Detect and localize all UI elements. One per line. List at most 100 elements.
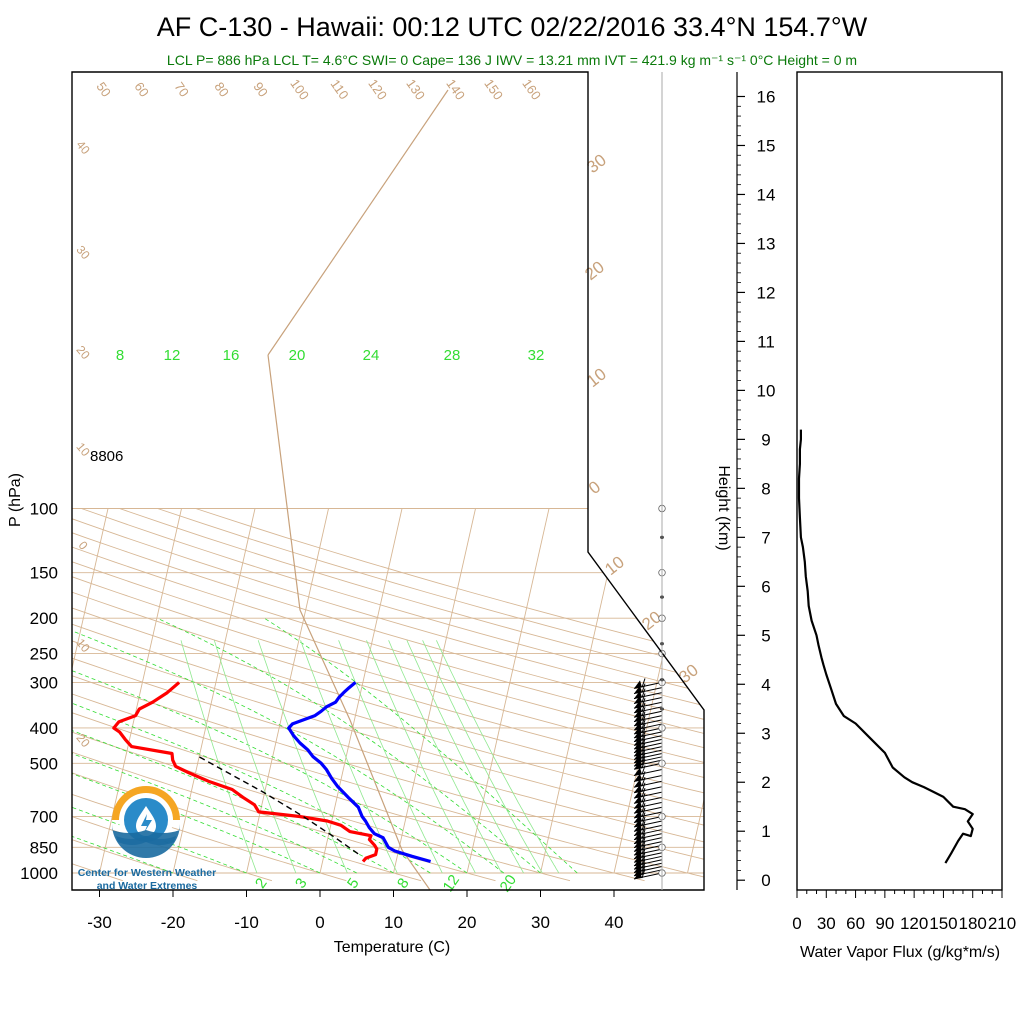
reference-adiabat-line [267, 89, 449, 356]
temperature-tick-label: 40 [605, 913, 624, 932]
wind-barb-flag [634, 871, 642, 879]
dry-adiabat-label: 110 [328, 77, 352, 103]
temperature-profile-line [287, 681, 432, 864]
height-tick-label: 11 [757, 332, 775, 351]
dry-adiabat-line [72, 508, 704, 882]
mixing-ratio-label: 20 [289, 347, 306, 364]
wind-barb-feather [641, 865, 646, 875]
dry-adiabat-line [81, 508, 704, 882]
wind-barb-feather [641, 719, 646, 730]
flux-tick-label: 0 [792, 914, 801, 933]
wind-barb-feather [641, 833, 646, 843]
height-tick-label: 7 [761, 528, 770, 547]
wind-barb-feather [641, 738, 646, 749]
wind-barb-feather [641, 735, 646, 745]
mixing-ratio-line [406, 640, 524, 874]
wind-barb-feather [641, 798, 646, 808]
wind-barb-feather [641, 793, 646, 803]
flux-tick-label: 210 [988, 914, 1016, 933]
temperature-tick-label: 10 [384, 913, 403, 932]
dry-adiabat-label: 90 [250, 79, 271, 99]
flux-tick-label: 120 [900, 914, 928, 933]
moist-adiabat-line [264, 617, 578, 874]
wind-barb-feather [641, 803, 646, 813]
flux-tick-label: 180 [959, 914, 987, 933]
height-tick-label: 1 [761, 822, 770, 841]
moist-adiabat-line [72, 617, 357, 874]
wind-barb-feather [641, 848, 646, 858]
isotherm-line [172, 508, 256, 874]
mixing-ratio-line [422, 640, 543, 874]
wind-barb-feather [641, 816, 646, 827]
pressure-tick-label: 250 [30, 645, 58, 664]
mixing-ratio-line [213, 640, 297, 874]
dry-adiabat-label: 130 [403, 76, 428, 102]
dry-adiabat-label: 50 [93, 79, 114, 99]
dry-adiabat-line [72, 508, 704, 882]
flux-profile [797, 429, 974, 864]
wind-barb-feather [641, 702, 646, 712]
flux-tick-label: 60 [846, 914, 865, 933]
dry-adiabat-label: 70 [171, 79, 192, 99]
height-axis-label: Height (Km) [715, 465, 732, 550]
moist-adiabat-line [72, 617, 174, 874]
mixing-ratio-line [338, 640, 443, 874]
wind-barb-feather [641, 862, 646, 872]
wind-barb-flag [634, 680, 642, 689]
wind-barb-feather [641, 693, 646, 703]
moist-adiabat-label: 20 [73, 343, 93, 362]
wind-barb-feather [641, 821, 646, 831]
dry-adiabat-label: 120 [365, 76, 390, 102]
isotherm-line [319, 508, 403, 874]
flux-tick-label: 90 [875, 914, 894, 933]
wind-barb-feather [641, 745, 646, 756]
mixing-ratio-line [366, 640, 476, 874]
height-tick-label: 14 [757, 185, 776, 204]
dry-adiabat-line [72, 508, 704, 882]
dry-adiabat-line [72, 508, 704, 882]
moist-adiabat-label: 40 [73, 138, 93, 157]
temperature-axis-label: Temperature (C) [334, 939, 450, 956]
reference-adiabat-line [267, 354, 431, 890]
height-tick-label: 5 [761, 626, 770, 645]
mixing-ratio-line [180, 640, 258, 874]
wind-barb-feather [641, 844, 646, 855]
temperature-tick-label: -10 [234, 913, 259, 932]
temperature-axis-ticks: -30 -20 -10 0 10 20 30 40 [87, 890, 623, 932]
mixing-ratio-label: 5 [344, 875, 363, 892]
pressure-tick-label: 300 [30, 673, 58, 692]
pressure-axis-label: P (hPa) [7, 473, 24, 527]
height-tick-label: 15 [757, 136, 776, 155]
isotherm-label: 20 [581, 257, 608, 284]
height-tick-label: 9 [761, 430, 770, 449]
dry-adiabat-line [72, 508, 704, 882]
dry-adiabat-line [72, 508, 704, 882]
wind-barb-feather [641, 859, 646, 869]
dry-adiabat-line [72, 508, 123, 882]
pressure-axis-ticks: 100 150 200 250 300 400 500 700 850 1000 [20, 500, 58, 884]
dry-adiabat-line [72, 508, 704, 882]
dry-adiabat-line [72, 508, 273, 882]
height-tick-label: 10 [757, 381, 776, 400]
height-tick-label: 8 [761, 479, 770, 498]
dry-adiabat-label: 140 [443, 76, 468, 102]
wind-barb-flag [634, 761, 642, 770]
mixing-ratio-label: 8 [116, 347, 124, 364]
dry-adiabat-label: 160 [519, 76, 544, 102]
moist-adiabat-label: 30 [73, 243, 93, 262]
wind-barb-feather [641, 825, 646, 835]
isotherm-label: 30 [675, 660, 702, 687]
wind-barb-feather [641, 841, 646, 851]
wind-barb-feather [641, 807, 646, 818]
height-tick-label: 3 [761, 724, 770, 743]
flux-profile-line [797, 429, 974, 864]
moist-adiabat-label: 10 [73, 636, 93, 655]
moist-adiabat-line [72, 617, 394, 874]
wind-barb-feather [641, 755, 646, 766]
mixing-ratio-label: 12 [440, 872, 463, 895]
wind-barb-feather [641, 707, 646, 717]
wind-barb-feather [641, 752, 646, 762]
dry-adiabat-line [72, 508, 347, 882]
